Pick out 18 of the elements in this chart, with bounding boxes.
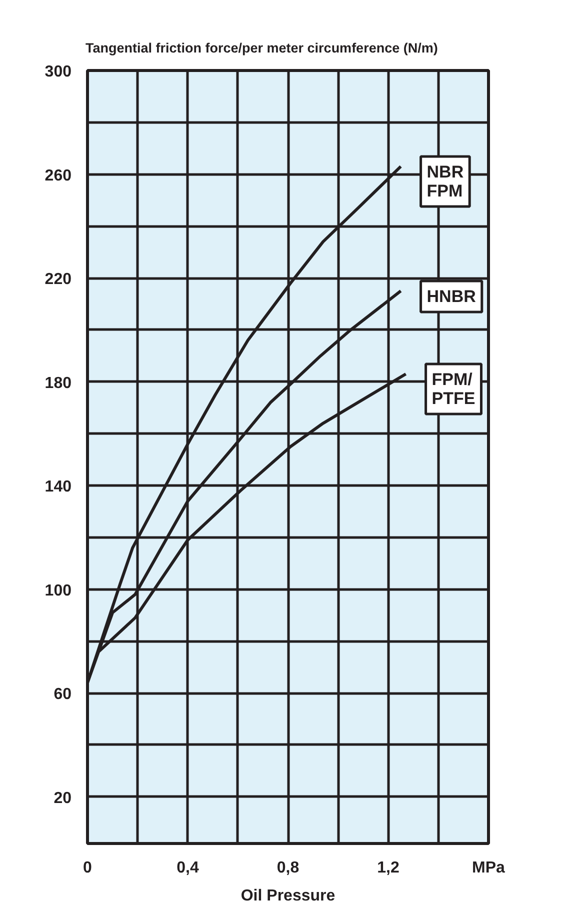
x-tick-label: 0,8 bbox=[276, 860, 300, 876]
series-label: FPM/ PTFE bbox=[432, 370, 476, 408]
x-tick-label: 0,4 bbox=[176, 860, 199, 876]
y-tick-label: 260 bbox=[44, 167, 72, 184]
y-tick-label: 100 bbox=[44, 582, 72, 600]
y-tick-label: 180 bbox=[44, 374, 72, 392]
series-label: NBR FPM bbox=[426, 162, 464, 200]
y-tick-label: 300 bbox=[44, 64, 72, 80]
y-axis-title: Tangential friction force/per meter circumference (N/m) bbox=[86, 40, 438, 56]
x-tick-label: 0 bbox=[83, 860, 92, 876]
x-tick-label: 1,2 bbox=[377, 860, 400, 876]
y-tick-label: 220 bbox=[44, 271, 72, 288]
y-tick-label: 60 bbox=[54, 686, 72, 704]
y-tick-label: 140 bbox=[44, 478, 72, 496]
series-label: HNBR bbox=[426, 286, 476, 306]
y-tick-label: 20 bbox=[54, 790, 72, 807]
x-tick-label: MPa bbox=[472, 860, 506, 876]
x-axis-title: Oil Pressure bbox=[240, 888, 336, 904]
